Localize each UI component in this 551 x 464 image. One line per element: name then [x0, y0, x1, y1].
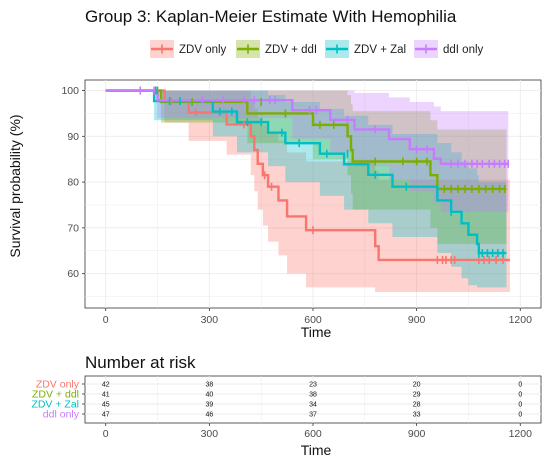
- risk-cell: 28: [413, 402, 421, 409]
- survival-plot: 60 70 80 90 100 0 300 600 900 1200: [61, 79, 542, 326]
- risk-table-title: Number at risk: [85, 353, 196, 372]
- risk-cell: 45: [102, 402, 110, 409]
- x-tick-label: 300: [201, 314, 219, 326]
- risk-x-axis-label: Time: [301, 442, 332, 458]
- legend-label: ZDV + ddI: [265, 44, 317, 56]
- legend-label: ZDV only: [179, 44, 227, 56]
- risk-cell: 20: [413, 382, 421, 389]
- risk-cell: 33: [413, 412, 421, 419]
- series-1-curve: [105, 89, 507, 191]
- risk-cell: 42: [102, 382, 110, 389]
- legend: ZDV only ZDV + ddI ZDV + Zal ddI only: [150, 40, 484, 58]
- legend-label: ddI only: [443, 44, 484, 56]
- y-tick-label: 90: [67, 131, 79, 143]
- risk-cell: 38: [205, 382, 213, 389]
- risk-cell: 40: [205, 392, 213, 399]
- x-tick-label: 900: [408, 314, 426, 326]
- x-axis-label: Time: [301, 324, 332, 340]
- risk-x-tick-label: 900: [408, 428, 426, 440]
- risk-cell: 37: [309, 412, 317, 419]
- y-axis-label: Survival probability (%): [7, 114, 23, 257]
- censor-marks: [139, 86, 509, 264]
- risk-cell: 34: [309, 402, 317, 409]
- risk-x-tick-label: 1200: [509, 428, 533, 440]
- risk-cell: 41: [102, 392, 110, 399]
- risk-row-label: ZDV only: [36, 379, 80, 391]
- risk-cell: 0: [518, 412, 522, 419]
- risk-row-label: ddl only: [43, 409, 80, 421]
- y-tick-label: 100: [61, 85, 79, 97]
- series-0-ci-band: [105, 90, 510, 292]
- risk-cell: 0: [518, 382, 522, 389]
- x-tick-label: 1200: [509, 314, 533, 326]
- risk-cell: 38: [309, 392, 317, 399]
- y-tick-label: 80: [67, 177, 79, 189]
- series-1-ci-band: [105, 90, 507, 244]
- risk-row-label: ZDV + Zal: [31, 399, 79, 411]
- series-2-curve: [105, 89, 507, 255]
- risk-table: ZDV only 42 38 23 20 0 ZDV + ddl 41 40 38 29 0 ZDV +…: [31, 375, 542, 440]
- series-3-ci-band: [105, 90, 509, 212]
- risk-cell: 46: [205, 412, 213, 419]
- risk-x-tick-label: 300: [201, 428, 219, 440]
- chart-title: Group 3: Kaplan-Meier Estimate With Hemo…: [85, 7, 457, 26]
- y-tick-label: 60: [67, 268, 79, 280]
- legend-item: ZDV + ddI: [236, 40, 317, 58]
- risk-cell: 39: [205, 402, 213, 409]
- legend-item: ddI only: [414, 40, 484, 58]
- legend-item: ZDV only: [150, 40, 227, 58]
- axis-ticks: 60 70 80 90 100 0 300 600 900 1200: [61, 85, 532, 326]
- risk-row-label: ZDV + ddl: [32, 389, 79, 401]
- legend-item: ZDV + Zal: [325, 40, 406, 58]
- risk-cell: 0: [518, 402, 522, 409]
- x-tick-label: 0: [103, 314, 109, 326]
- risk-cell: 23: [309, 382, 317, 389]
- risk-x-tick-label: 0: [103, 428, 109, 440]
- grid: [85, 80, 541, 308]
- x-tick-label: 600: [304, 314, 322, 326]
- legend-label: ZDV + Zal: [354, 44, 406, 56]
- risk-cell: 29: [413, 392, 421, 399]
- y-tick-label: 70: [67, 222, 79, 234]
- risk-cell: 0: [518, 392, 522, 399]
- risk-cell: 47: [102, 412, 110, 419]
- risk-x-tick-label: 600: [304, 428, 322, 440]
